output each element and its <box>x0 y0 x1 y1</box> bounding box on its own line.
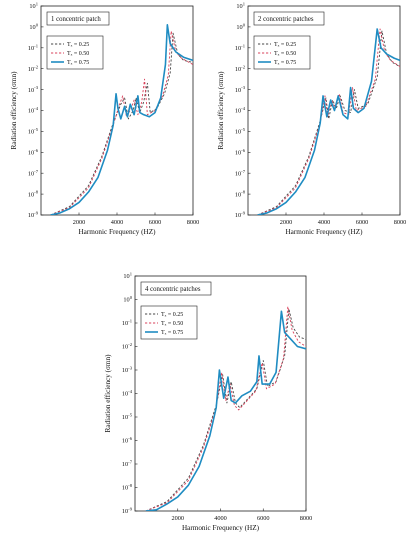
panel-title-box <box>253 11 325 26</box>
legend-label-2: Tₓ = 0.50 <box>161 321 183 327</box>
x-tick-label: 4000 <box>318 219 331 226</box>
legend-label-1: Tₓ = 0.25 <box>274 42 296 48</box>
y-tick-label: 10-8 <box>235 190 246 199</box>
x-tick-label: 6000 <box>356 219 369 226</box>
y-tick-label: 10-5 <box>28 127 39 136</box>
x-axis-label: Harmonic Frequency (HZ) <box>78 228 156 236</box>
legend-label-1: Tₓ = 0.25 <box>161 312 183 318</box>
y-tick-label: 10-4 <box>122 389 133 398</box>
legend-box <box>140 305 198 340</box>
y-axis-label: Radiation efficiency (σmn) <box>104 354 112 433</box>
legend-label-2: Tₓ = 0.50 <box>67 51 89 57</box>
x-tick-label: 6000 <box>149 219 162 226</box>
y-tick-label: 101 <box>236 2 245 11</box>
legend-label-3: Tₓ = 0.75 <box>67 60 89 66</box>
y-tick-label: 10-4 <box>28 106 39 115</box>
y-tick-label: 10-6 <box>235 148 246 157</box>
chart-panel-3: 10-9 10-8 10-7 10-6 10-5 10-4 10-3 10-2 10-1 100 1… <box>104 272 312 532</box>
y-tick-label: 10-1 <box>28 43 39 52</box>
panel-title: 4 concentric patches <box>145 286 201 293</box>
chart-panel-2: 10-9 10-8 10-7 10-6 10-5 10-4 10-3 10-2 10-1 100 1… <box>217 2 406 236</box>
y-tick-label: 10-6 <box>122 436 133 445</box>
x-tick-label: 2000 <box>73 219 86 226</box>
panel-title-box <box>46 11 110 26</box>
y-tick-label: 10-2 <box>122 342 133 351</box>
y-tick-label: 10-9 <box>28 211 39 220</box>
series-line-3 <box>257 28 400 215</box>
y-tick-label: 101 <box>123 272 132 281</box>
legend-label-3: Tₓ = 0.75 <box>274 60 296 66</box>
y-tick-label: 10-8 <box>122 483 133 492</box>
y-tick-label: 100 <box>236 23 245 32</box>
legend-label-1: Tₓ = 0.25 <box>67 42 89 48</box>
legend-box <box>253 35 311 70</box>
y-axis-label: Radiation efficiency (σmn) <box>217 71 225 150</box>
y-tick-label: 10-7 <box>235 169 246 178</box>
y-tick-label: 10-7 <box>122 460 133 469</box>
x-tick-label: 2000 <box>280 219 293 226</box>
series-line-3 <box>50 24 193 215</box>
x-tick-label: 4000 <box>214 515 227 522</box>
x-tick-label: 8000 <box>187 219 200 226</box>
y-tick-label: 10-5 <box>235 127 246 136</box>
y-tick-label: 10-9 <box>122 507 133 516</box>
y-tick-label: 10-3 <box>28 85 39 94</box>
y-tick-label: 100 <box>29 23 38 32</box>
y-tick-label: 10-6 <box>28 148 39 157</box>
y-tick-label: 10-9 <box>235 211 246 220</box>
y-tick-label: 10-5 <box>122 413 133 422</box>
x-axis-label: Harmonic Frequency (HZ) <box>182 524 260 532</box>
y-tick-label: 10-2 <box>28 64 39 73</box>
series-line-1 <box>50 32 193 215</box>
y-tick-label: 10-7 <box>28 169 39 178</box>
y-tick-label: 10-8 <box>28 190 39 199</box>
series-line-3 <box>145 310 306 511</box>
y-axis-label: Radiation efficiency (σmn) <box>10 71 18 150</box>
panel-title: 1 concentric patch <box>51 16 101 23</box>
series-line-2 <box>145 306 306 511</box>
series-line-1 <box>257 30 400 215</box>
x-tick-label: 2000 <box>171 515 184 522</box>
x-axis-label: Harmonic Frequency (HZ) <box>285 228 363 236</box>
y-tick-label: 10-4 <box>235 106 246 115</box>
legend-label-2: Tₓ = 0.50 <box>274 51 296 57</box>
panel-title: 2 concentric patches <box>258 16 314 23</box>
x-tick-label: 6000 <box>257 515 270 522</box>
x-tick-label: 4000 <box>111 219 124 226</box>
y-tick-label: 10-1 <box>235 43 246 52</box>
y-tick-label: 10-3 <box>122 366 133 375</box>
y-tick-label: 10-2 <box>235 64 246 73</box>
legend-label-3: Tₓ = 0.75 <box>161 330 183 336</box>
x-tick-label: 8000 <box>394 219 407 226</box>
x-tick-label: 8000 <box>300 515 313 522</box>
legend-box <box>46 35 104 70</box>
panel-title-box <box>140 281 212 296</box>
series-line-1 <box>145 308 306 511</box>
series-line-2 <box>50 30 193 215</box>
y-tick-label: 10-1 <box>122 319 133 328</box>
chart-panel-1: 10-9 10-8 10-7 10-6 10-5 10-4 10-3 10-2 10-1 100 1… <box>10 2 199 236</box>
y-tick-label: 100 <box>123 295 132 304</box>
y-tick-label: 10-3 <box>235 85 246 94</box>
y-tick-label: 101 <box>29 2 38 11</box>
